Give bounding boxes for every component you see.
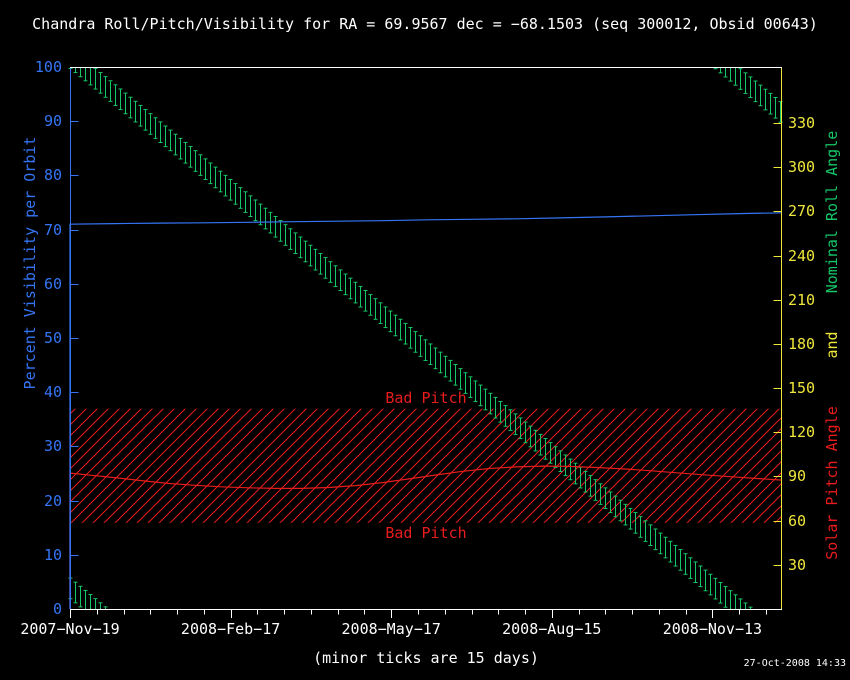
- roll-angle-band: [68, 67, 783, 609]
- right-axis-tick-label: 180: [788, 334, 816, 353]
- right-axis-tick-label: 150: [788, 379, 816, 398]
- right-axis-tick-label: 330: [788, 113, 816, 132]
- x-axis-tick-label: 2008−May−17: [341, 620, 441, 638]
- left-axis-tick-label: 0: [52, 600, 62, 618]
- left-axis-tick-label: 40: [43, 383, 62, 402]
- left-axis-tick-label: 10: [43, 545, 62, 564]
- visibility-curve: [69, 212, 783, 609]
- right-axis-tick-label: 30: [788, 555, 807, 574]
- plot-frame: [70, 67, 782, 610]
- left-axis-tick-label: 80: [43, 166, 62, 185]
- right-axis-tick-label: 270: [788, 202, 816, 221]
- x-axis-tick-label: 2008−Nov−13: [662, 620, 763, 638]
- pitch-curve: [69, 465, 783, 609]
- left-axis-tick-label: 30: [43, 437, 62, 456]
- bad-pitch-label-bottom: Bad Pitch: [385, 524, 467, 542]
- axis-ticks: [70, 67, 782, 618]
- timestamp: 27-Oct-2008 14:33: [743, 658, 846, 669]
- right-axis-tick-label: 240: [788, 246, 816, 265]
- right-axis-tick-label: 210: [788, 290, 816, 309]
- left-axis-label: Percent Visibility per Orbit: [21, 136, 39, 390]
- bad-pitch-label-top: Bad Pitch: [385, 389, 467, 407]
- x-axis-note: (minor ticks are 15 days): [313, 649, 539, 667]
- right-axis-tick-label: 120: [788, 423, 816, 442]
- right-axis-tick-label: 90: [788, 467, 807, 486]
- bad-pitch-band: [70, 408, 782, 523]
- left-axis-tick-label: 70: [43, 220, 62, 239]
- x-axis-tick-label: 2008−Feb−17: [180, 620, 281, 638]
- x-axis-tick-label: 2007−Nov−19: [20, 620, 120, 638]
- left-axis-tick-label: 100: [34, 58, 62, 76]
- chart-title: Chandra Roll/Pitch/Visibility for RA = 6…: [32, 15, 818, 33]
- left-axis-tick-label: 20: [43, 491, 62, 510]
- left-axis-tick-label: 60: [43, 274, 62, 293]
- left-axis-tick-label: 50: [43, 329, 62, 347]
- right-axis-tick-label: 300: [788, 158, 816, 177]
- x-axis-tick-label: 2008−Aug−15: [502, 620, 602, 638]
- right-axis-tick-label: 60: [788, 511, 807, 530]
- left-axis-tick-label: 90: [43, 112, 62, 131]
